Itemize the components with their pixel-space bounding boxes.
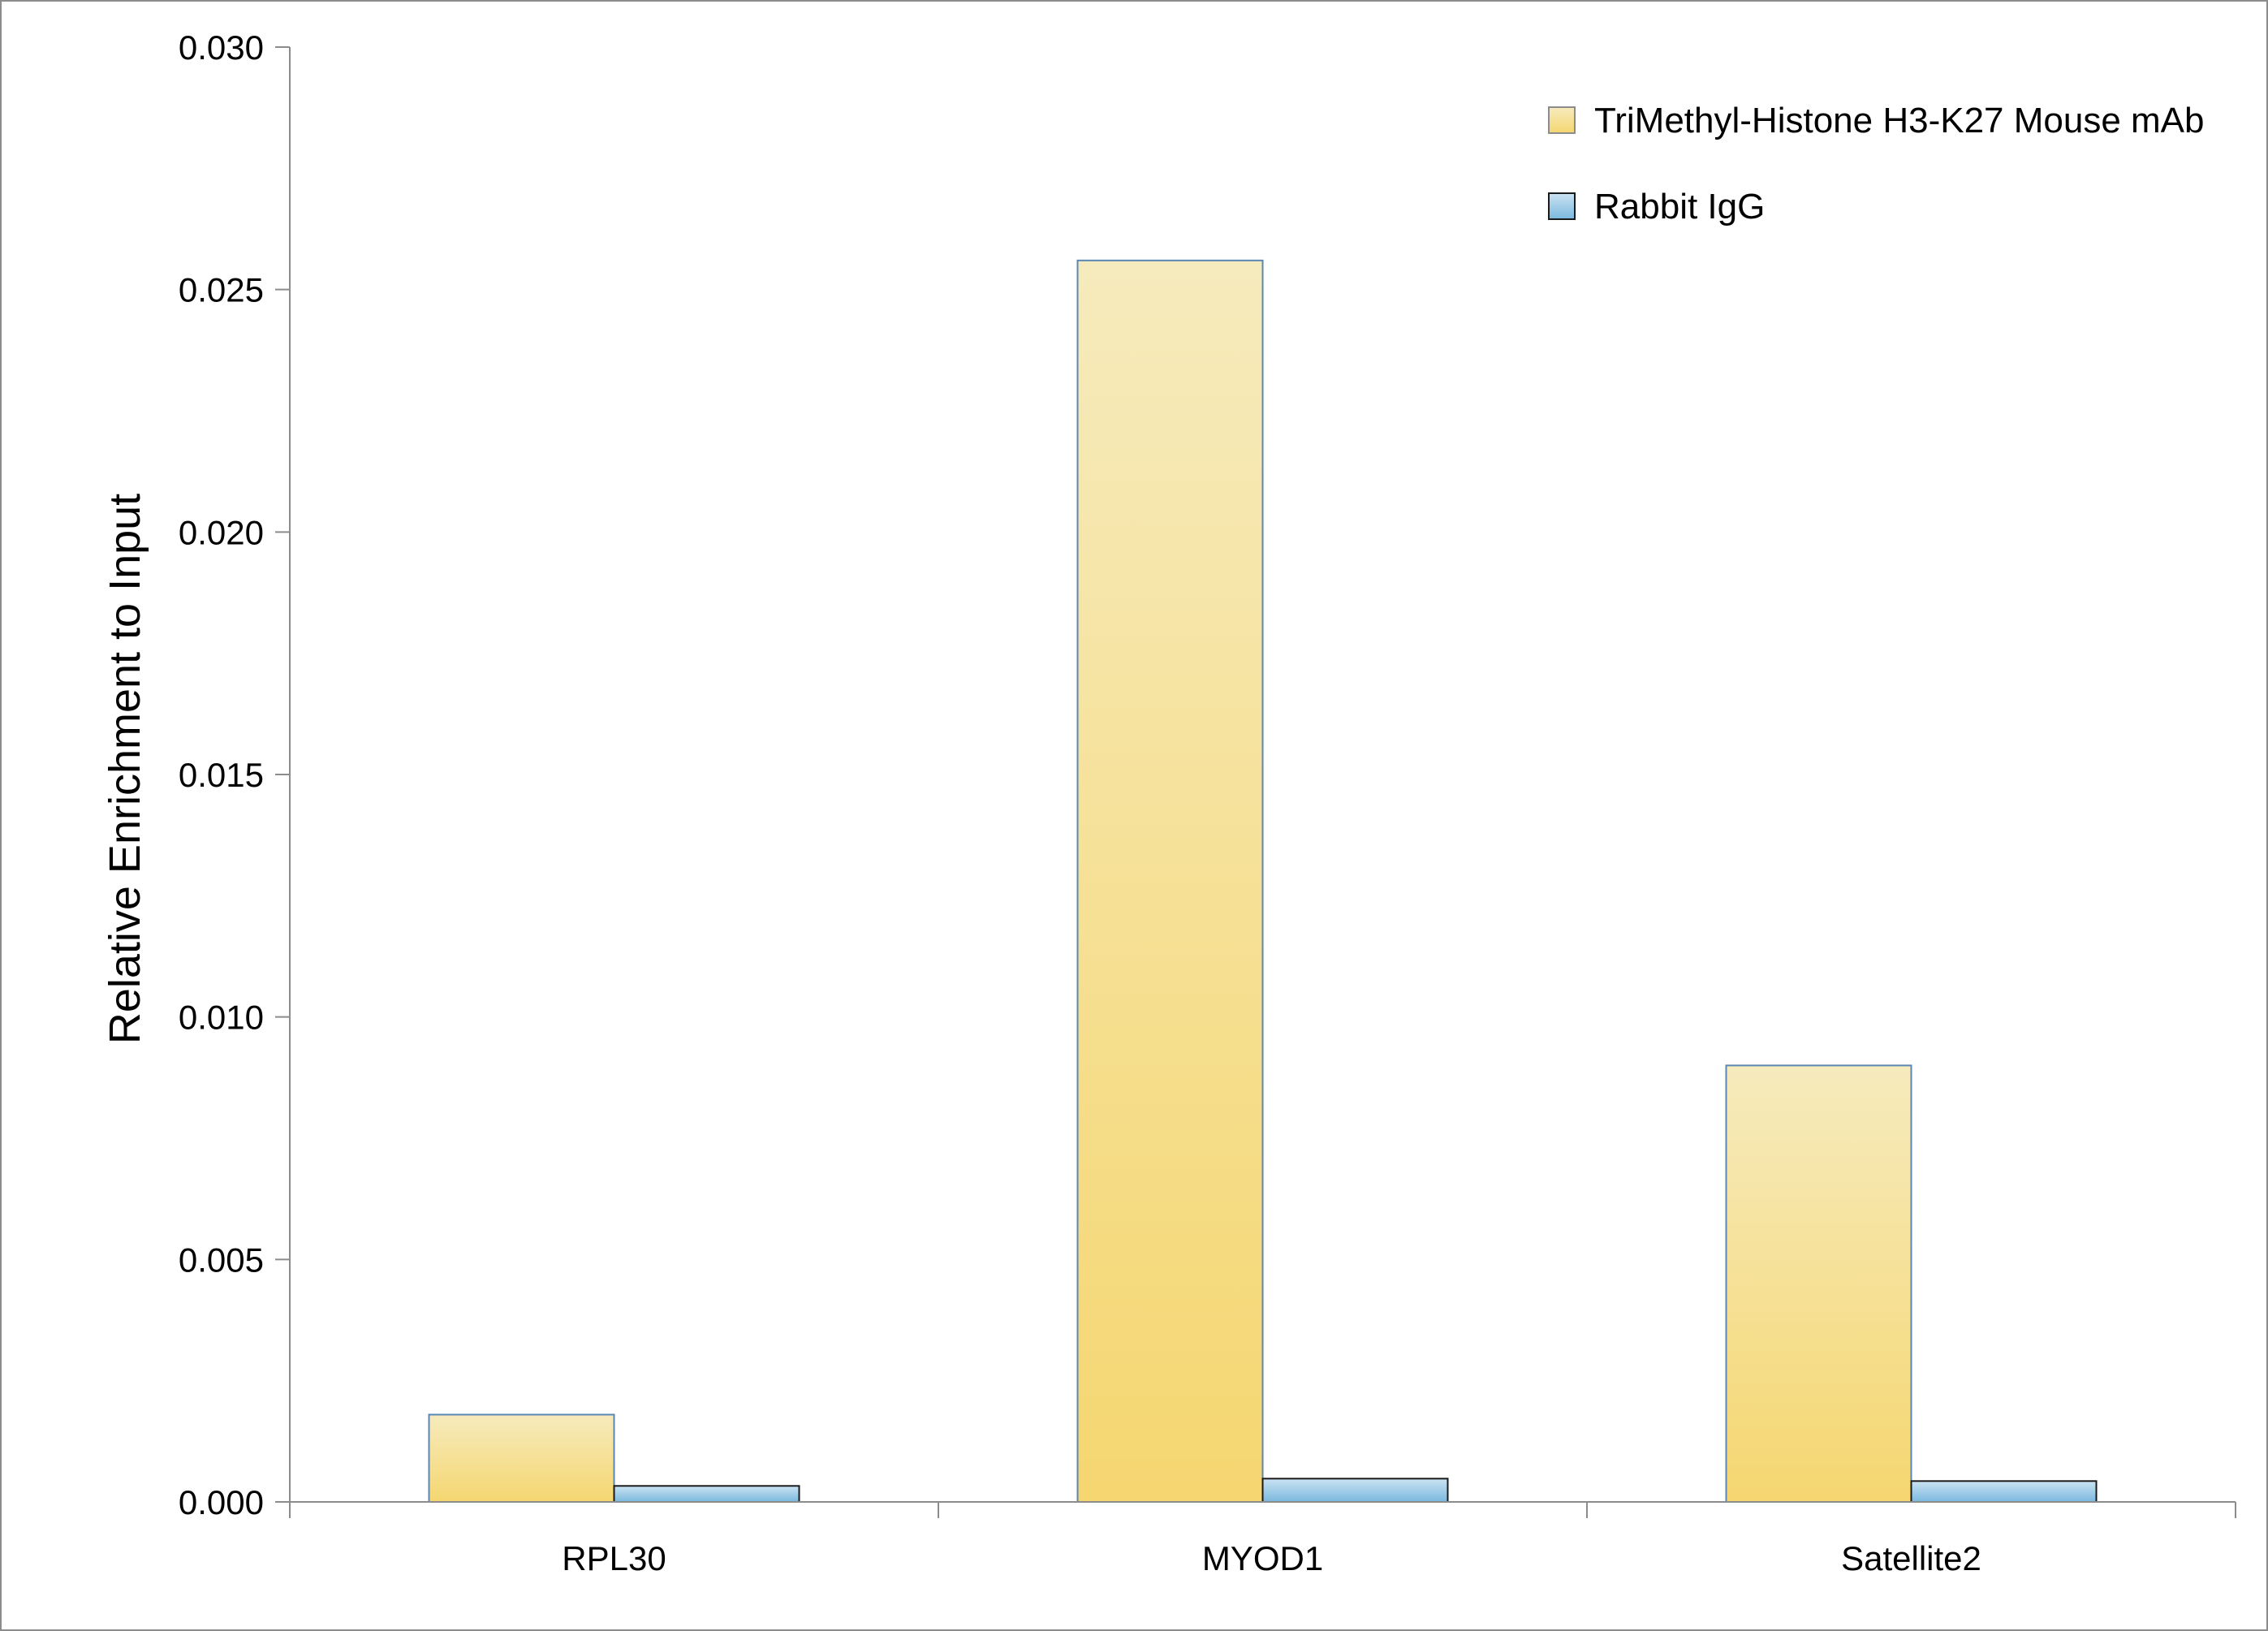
y-tick-label: 0.000 — [179, 1483, 264, 1521]
bars-layer — [428, 259, 2098, 1504]
y-tick-label: 0.005 — [179, 1241, 264, 1279]
legend-swatch — [1548, 106, 1576, 134]
bar-rabbit-igg-satellite2 — [1910, 1480, 2098, 1504]
x-axis: RPL30 MYOD1 Satellite2 — [289, 1502, 2236, 1577]
bar-rabbit-igg-myod1 — [1261, 1478, 1449, 1504]
bar-trimethyl-h3k27-satellite2 — [1725, 1064, 1912, 1503]
y-tick-label: 0.015 — [179, 756, 264, 794]
legend-swatch — [1548, 192, 1576, 220]
bar-trimethyl-h3k27-rpl30 — [428, 1413, 615, 1503]
y-tick-label: 0.010 — [179, 999, 264, 1037]
x-tick-label: RPL30 — [562, 1539, 666, 1577]
legend: TriMethyl-Histone H3-K27 Mouse mAb Rabbit… — [1548, 101, 2205, 227]
bar-trimethyl-h3k27-myod1 — [1076, 259, 1264, 1503]
y-tick-label: 0.020 — [179, 513, 264, 551]
legend-label: Rabbit IgG — [1594, 187, 1765, 227]
y-tick-label: 0.030 — [179, 28, 264, 67]
y-axis: 0.000 0.005 0.010 0.015 0.020 0.025 0.030 — [179, 28, 290, 1521]
x-tick-label: Satellite2 — [1841, 1539, 1981, 1577]
y-axis-title: Relative Enrichment to Input — [101, 494, 149, 1044]
bar-rabbit-igg-rpl30 — [613, 1485, 800, 1503]
legend-label: TriMethyl-Histone H3-K27 Mouse mAb — [1594, 101, 2205, 140]
x-tick-label: MYOD1 — [1202, 1539, 1323, 1577]
y-tick-label: 0.025 — [179, 271, 264, 309]
